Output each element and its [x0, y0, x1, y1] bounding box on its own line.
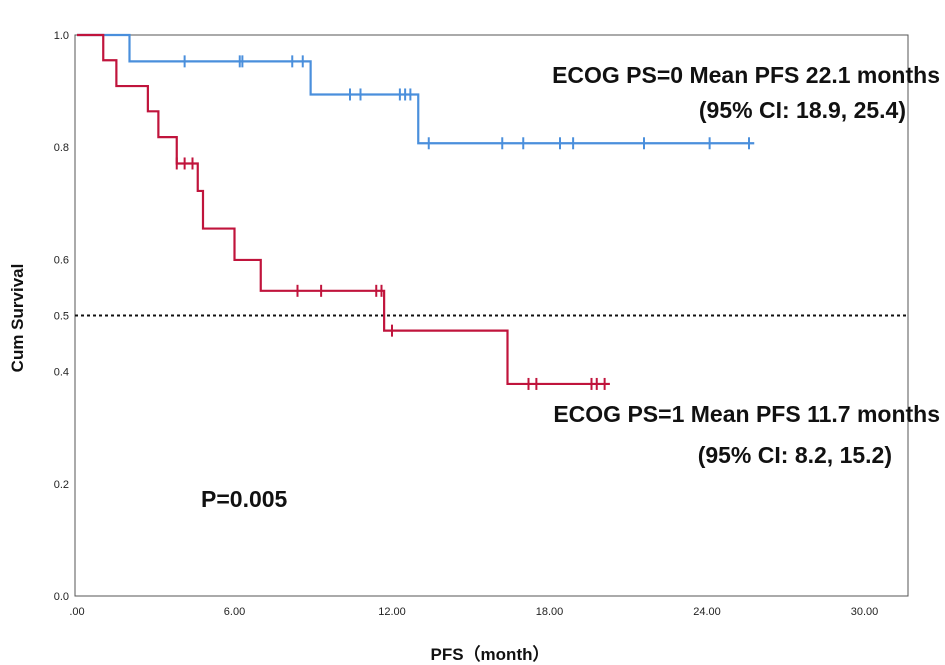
ps1-annotation-line1: ECOG PS=1 Mean PFS 11.7 months	[553, 401, 940, 427]
x-tick-label: 18.00	[536, 606, 564, 618]
series-line-ps1	[77, 33, 610, 386]
ps0-annotation-line2: (95% CI: 18.9, 25.4)	[699, 97, 906, 123]
x-tick-label: 30.00	[851, 606, 879, 618]
y-axis-title: Cum Survival	[8, 264, 27, 373]
y-tick-label: 1.0	[54, 30, 69, 42]
x-tick-label: 12.00	[378, 606, 406, 618]
y-axis-ticks: 0.0 0.2 0.4 0.5 0.6 0.8 1.0	[54, 30, 69, 603]
y-tick-label: 0.2	[54, 479, 69, 491]
x-axis-title: PFS（month）	[431, 644, 550, 664]
ps1-annotation-line2: (95% CI: 8.2, 15.2)	[698, 442, 892, 468]
y-tick-label: 0.6	[54, 254, 69, 266]
survival-curves	[77, 33, 755, 390]
y-tick-label: 0.8	[54, 142, 69, 154]
p-value: P=0.005	[201, 486, 288, 512]
y-tick-label: 0.0	[54, 591, 69, 603]
x-tick-label: .00	[69, 606, 84, 618]
x-tick-label: 24.00	[693, 606, 721, 618]
ps0-annotation-line1: ECOG PS=0 Mean PFS 22.1 months	[552, 62, 940, 88]
x-axis-ticks: .00 6.00 12.00 18.00 24.00 30.00	[69, 606, 878, 618]
y-tick-label: 0.5	[54, 311, 69, 323]
series-line-ps0	[77, 33, 755, 145]
x-tick-label: 6.00	[224, 606, 245, 618]
y-tick-label: 0.4	[54, 367, 69, 379]
